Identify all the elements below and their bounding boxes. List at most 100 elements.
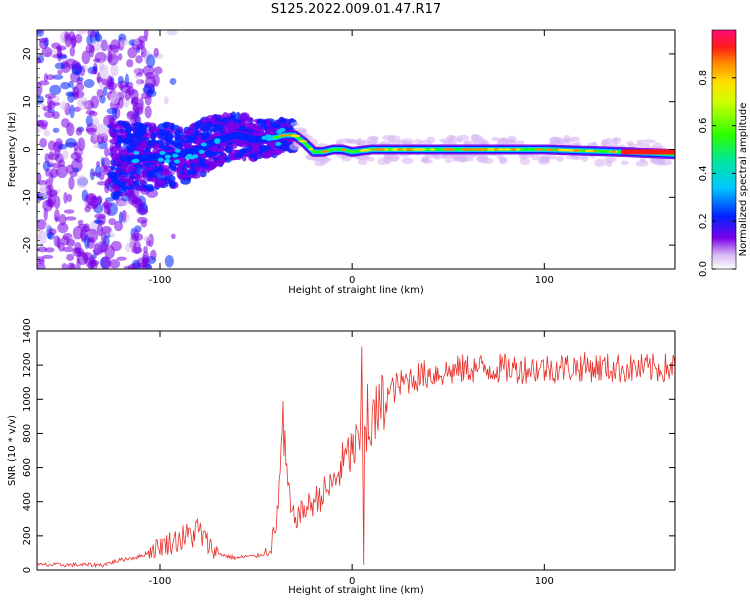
noise-blob bbox=[77, 97, 89, 110]
noise-blob bbox=[93, 58, 102, 63]
noise-blob bbox=[38, 191, 49, 199]
ridge-blob bbox=[172, 153, 179, 158]
signal-blob bbox=[164, 169, 170, 176]
noise-blob bbox=[43, 111, 55, 118]
ridge-core bbox=[475, 148, 484, 151]
noise-blob bbox=[104, 183, 110, 194]
signal-blob bbox=[162, 121, 171, 128]
noise-blob bbox=[118, 33, 127, 43]
noise-blob bbox=[81, 50, 91, 65]
noise-blob bbox=[84, 205, 91, 213]
signal-blob bbox=[234, 152, 244, 159]
noise-blob bbox=[84, 235, 90, 249]
ridge-core bbox=[585, 149, 594, 153]
noise-blob bbox=[92, 66, 98, 71]
noise-blob bbox=[77, 250, 83, 257]
noise-blob bbox=[37, 262, 46, 269]
ridge-core bbox=[411, 148, 422, 151]
halo-blob bbox=[290, 121, 300, 127]
noise-blob bbox=[64, 31, 69, 40]
signal-blob bbox=[193, 139, 200, 144]
noise-blob bbox=[171, 233, 176, 240]
signal-blob bbox=[256, 126, 263, 130]
noise-blob bbox=[145, 75, 157, 89]
ridge-core bbox=[563, 149, 574, 152]
noise-blob bbox=[96, 76, 103, 82]
noise-blob bbox=[72, 226, 84, 240]
ridge-core bbox=[610, 150, 616, 153]
noise-blob bbox=[38, 187, 49, 194]
signal-blob bbox=[195, 165, 201, 172]
ridge-core bbox=[515, 148, 521, 151]
x-tick-label: -100 bbox=[149, 275, 172, 286]
noise-blob bbox=[57, 69, 63, 75]
noise-blob bbox=[75, 127, 83, 136]
signal-blob bbox=[200, 131, 210, 139]
halo-blob bbox=[499, 157, 508, 164]
noise-blob bbox=[100, 256, 112, 269]
noise-blob bbox=[88, 110, 98, 117]
signal-blob bbox=[200, 125, 211, 132]
noise-blob bbox=[143, 236, 152, 241]
x-tick-label: 100 bbox=[535, 576, 554, 587]
signal-blob bbox=[138, 188, 149, 192]
colorbar-label: Normalized spectral amplitude bbox=[738, 103, 749, 257]
signal-blob bbox=[213, 157, 219, 161]
noise-blob bbox=[37, 58, 42, 64]
colorbar bbox=[711, 29, 737, 270]
noise-blob bbox=[44, 223, 51, 229]
noise-blob bbox=[166, 30, 178, 36]
ridge-core bbox=[391, 148, 399, 151]
noise-blob bbox=[51, 48, 58, 54]
halo-blob bbox=[446, 134, 456, 142]
signal-blob bbox=[264, 149, 276, 158]
signal-blob bbox=[129, 175, 135, 180]
noise-blob bbox=[130, 99, 136, 105]
signal-blob bbox=[239, 112, 250, 122]
signal-blob bbox=[169, 124, 181, 130]
signal-blob bbox=[156, 139, 163, 144]
noise-blob bbox=[143, 30, 149, 39]
signal-blob bbox=[185, 128, 195, 136]
noise-blob bbox=[52, 127, 60, 133]
ridge-core bbox=[290, 134, 301, 138]
noise-blob bbox=[48, 184, 54, 193]
noise-blob bbox=[136, 72, 144, 77]
noise-blob bbox=[101, 225, 112, 234]
signal-blob bbox=[141, 170, 146, 175]
halo-blob bbox=[355, 139, 370, 147]
noise-blob bbox=[63, 192, 68, 204]
signal-blob bbox=[124, 126, 135, 131]
noise-blob bbox=[66, 238, 75, 248]
halo-blob bbox=[289, 143, 301, 151]
y-tick-label: 10 bbox=[22, 95, 33, 108]
halo-blob bbox=[636, 139, 644, 146]
noise-blob bbox=[44, 153, 50, 164]
noise-blob bbox=[37, 94, 45, 105]
noise-blob bbox=[164, 254, 174, 268]
signal-blob bbox=[145, 141, 157, 147]
ridge-core bbox=[468, 148, 476, 151]
noise-blob bbox=[70, 37, 77, 48]
noise-blob bbox=[106, 207, 112, 217]
noise-blob bbox=[102, 86, 108, 97]
signal-blob bbox=[152, 124, 157, 133]
noise-blob bbox=[41, 254, 54, 259]
signal-blob bbox=[119, 154, 125, 161]
signal-blob bbox=[119, 175, 126, 183]
snr-plot bbox=[37, 346, 675, 569]
noise-blob bbox=[53, 147, 61, 157]
signal-blob bbox=[212, 151, 218, 156]
ridge-blob bbox=[265, 136, 272, 141]
noise-blob bbox=[153, 66, 163, 75]
ridge-peak bbox=[621, 149, 675, 155]
ridge-core bbox=[462, 148, 472, 151]
signal-blob bbox=[205, 115, 216, 123]
noise-blob bbox=[68, 176, 75, 190]
noise-blob bbox=[106, 107, 118, 115]
noise-blob bbox=[49, 84, 62, 96]
ridge-core bbox=[557, 148, 566, 152]
signal-blob bbox=[206, 161, 216, 171]
signal-blob bbox=[273, 123, 281, 128]
